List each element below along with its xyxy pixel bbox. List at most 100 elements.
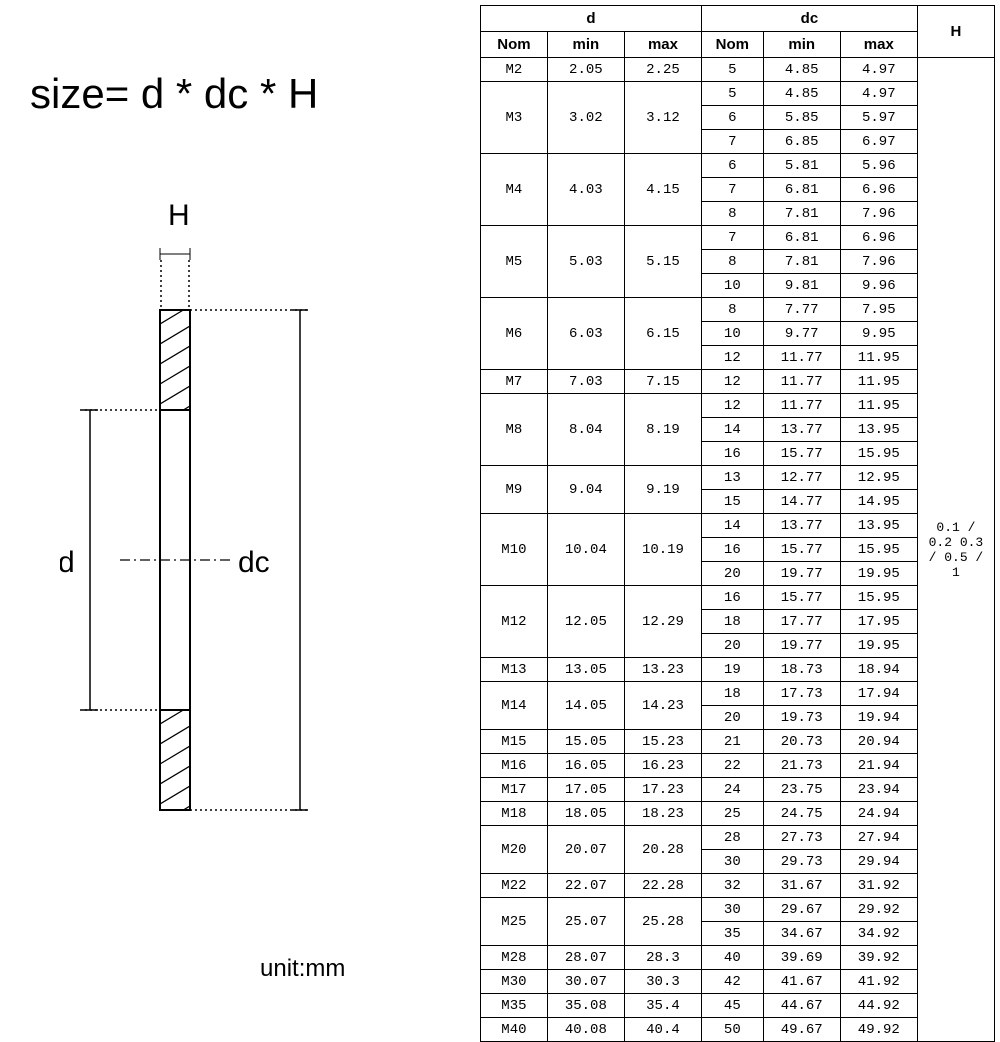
cell-dc_max: 24.94	[840, 802, 917, 826]
subheader-cell: min	[547, 32, 624, 58]
subheader-cell: Nom	[481, 32, 548, 58]
cell-d_nom: M17	[481, 778, 548, 802]
cell-d_nom: M2	[481, 58, 548, 82]
cell-dc_min: 27.73	[763, 826, 840, 850]
svg-text:H: H	[168, 200, 190, 232]
cell-dc_min: 11.77	[763, 394, 840, 418]
table-header-row-1: d dc H	[481, 6, 995, 32]
cell-dc_min: 6.85	[763, 130, 840, 154]
cell-dc_max: 11.95	[840, 394, 917, 418]
cell-d_min: 8.04	[547, 394, 624, 466]
cell-d_max: 10.19	[624, 514, 701, 586]
cell-d_max: 9.19	[624, 466, 701, 514]
cell-dc_nom: 14	[702, 418, 764, 442]
cell-d_nom: M40	[481, 1018, 548, 1042]
cell-d_nom: M18	[481, 802, 548, 826]
unit-label: unit:mm	[260, 955, 345, 983]
cell-dc_min: 17.77	[763, 610, 840, 634]
cell-dc_max: 17.95	[840, 610, 917, 634]
cell-dc_min: 7.81	[763, 202, 840, 226]
cell-dc_min: 18.73	[763, 658, 840, 682]
cell-dc_min: 12.77	[763, 466, 840, 490]
cell-d_max: 14.23	[624, 682, 701, 730]
cell-dc_nom: 18	[702, 610, 764, 634]
cell-dc_max: 21.94	[840, 754, 917, 778]
cell-d_nom: M12	[481, 586, 548, 658]
cell-d_min: 30.07	[547, 970, 624, 994]
cell-dc_max: 23.94	[840, 778, 917, 802]
svg-text:d: d	[60, 546, 75, 579]
cell-dc_nom: 12	[702, 346, 764, 370]
cell-dc_min: 19.77	[763, 562, 840, 586]
cell-dc_nom: 50	[702, 1018, 764, 1042]
cell-dc_max: 20.94	[840, 730, 917, 754]
svg-text:dc: dc	[238, 546, 270, 579]
cell-d_min: 3.02	[547, 82, 624, 154]
cell-dc_min: 7.77	[763, 298, 840, 322]
cell-d_max: 30.3	[624, 970, 701, 994]
cell-d_min: 18.05	[547, 802, 624, 826]
cell-d_min: 15.05	[547, 730, 624, 754]
cell-dc_max: 19.95	[840, 634, 917, 658]
cell-d_nom: M14	[481, 682, 548, 730]
cell-dc_nom: 7	[702, 226, 764, 250]
cell-dc_nom: 8	[702, 202, 764, 226]
cell-dc_max: 15.95	[840, 442, 917, 466]
cell-dc_max: 11.95	[840, 370, 917, 394]
cell-d_min: 13.05	[547, 658, 624, 682]
subheader-cell: min	[763, 32, 840, 58]
cell-dc_max: 34.92	[840, 922, 917, 946]
cell-d_nom: M28	[481, 946, 548, 970]
cell-dc_min: 5.81	[763, 154, 840, 178]
dimension-table: d dc H NomminmaxNomminmax M22.052.2554.8…	[480, 5, 995, 1042]
cell-dc_min: 15.77	[763, 538, 840, 562]
cell-dc_nom: 21	[702, 730, 764, 754]
cell-d_min: 14.05	[547, 682, 624, 730]
cell-d_min: 20.07	[547, 826, 624, 874]
header-H: H	[917, 6, 994, 58]
cell-dc_nom: 14	[702, 514, 764, 538]
cell-d_nom: M7	[481, 370, 548, 394]
cell-dc_nom: 45	[702, 994, 764, 1018]
subheader-cell: max	[624, 32, 701, 58]
cell-d_max: 17.23	[624, 778, 701, 802]
cell-dc_max: 7.96	[840, 202, 917, 226]
cell-dc_nom: 20	[702, 706, 764, 730]
cell-dc_min: 34.67	[763, 922, 840, 946]
cell-dc_nom: 40	[702, 946, 764, 970]
cell-d_min: 28.07	[547, 946, 624, 970]
cell-dc_max: 49.92	[840, 1018, 917, 1042]
cell-dc_nom: 28	[702, 826, 764, 850]
cell-d_max: 3.12	[624, 82, 701, 154]
cell-dc_min: 9.81	[763, 274, 840, 298]
cell-dc_nom: 16	[702, 538, 764, 562]
cell-dc_max: 7.95	[840, 298, 917, 322]
cell-dc_max: 9.95	[840, 322, 917, 346]
cell-d_nom: M20	[481, 826, 548, 874]
cell-d_nom: M22	[481, 874, 548, 898]
cell-d_max: 8.19	[624, 394, 701, 466]
cell-dc_min: 14.77	[763, 490, 840, 514]
cell-d_nom: M25	[481, 898, 548, 946]
cell-dc_nom: 15	[702, 490, 764, 514]
cell-d_max: 12.29	[624, 586, 701, 658]
cell-dc_nom: 12	[702, 370, 764, 394]
cell-dc_min: 15.77	[763, 586, 840, 610]
header-dc: dc	[702, 6, 918, 32]
cell-d_nom: M13	[481, 658, 548, 682]
cell-d_nom: M6	[481, 298, 548, 370]
cell-dc_min: 5.85	[763, 106, 840, 130]
cell-dc_max: 11.95	[840, 346, 917, 370]
cell-d_max: 35.4	[624, 994, 701, 1018]
cell-dc_nom: 10	[702, 274, 764, 298]
cell-dc_nom: 19	[702, 658, 764, 682]
cell-d_min: 6.03	[547, 298, 624, 370]
cell-dc_max: 27.94	[840, 826, 917, 850]
cell-d_min: 22.07	[547, 874, 624, 898]
subheader-cell: Nom	[702, 32, 764, 58]
header-d: d	[481, 6, 702, 32]
cell-d_min: 17.05	[547, 778, 624, 802]
cell-d_max: 2.25	[624, 58, 701, 82]
cell-dc_max: 13.95	[840, 418, 917, 442]
cell-dc_nom: 32	[702, 874, 764, 898]
